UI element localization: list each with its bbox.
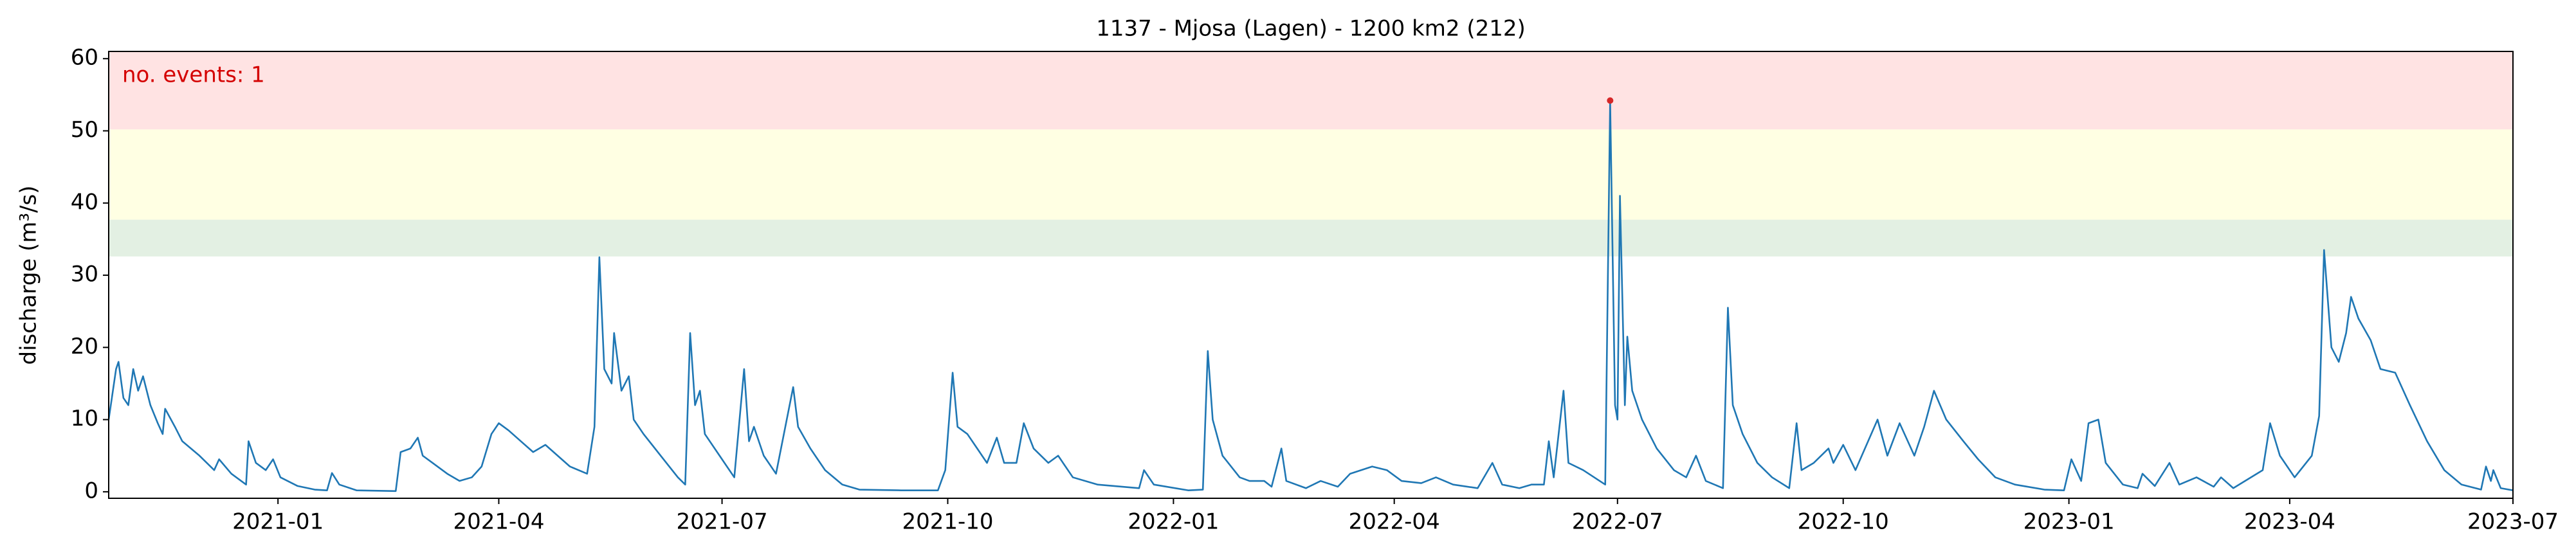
chart-title: 1137 - Mjosa (Lagen) - 1200 km2 (212) [1096,16,1526,42]
x-tick-label: 2022-01 [1128,509,1219,535]
y-tick-label: 40 [71,189,98,215]
x-tick-label: 2023-04 [2244,509,2335,535]
plot-frame [108,51,2514,499]
x-tick-label: 2022-10 [1798,509,1889,535]
threshold-band [109,129,2513,220]
annotation: no. events: 1 [122,62,265,88]
y-tick-label: 50 [71,117,98,143]
y-tick-label: 10 [71,406,98,431]
y-axis-label: discharge (m³/s) [16,186,42,365]
event-point [1607,97,1614,104]
y-tick-label: 60 [71,45,98,71]
x-tick-label: 2021-04 [453,509,544,535]
threshold-band [109,51,2513,130]
x-tick-label: 2023-07 [2467,509,2559,535]
threshold-band [109,219,2513,257]
x-tick-label: 2021-07 [677,509,768,535]
x-tick-label: 2022-04 [1349,509,1440,535]
x-tick-label: 2022-07 [1572,509,1663,535]
x-tick-label: 2021-01 [232,509,324,535]
y-tick-label: 30 [71,262,98,287]
y-tick-label: 20 [71,334,98,359]
x-tick-label: 2021-10 [902,509,993,535]
x-tick-label: 2023-01 [2023,509,2115,535]
y-tick-label: 0 [84,478,98,503]
discharge-line [107,100,2514,492]
